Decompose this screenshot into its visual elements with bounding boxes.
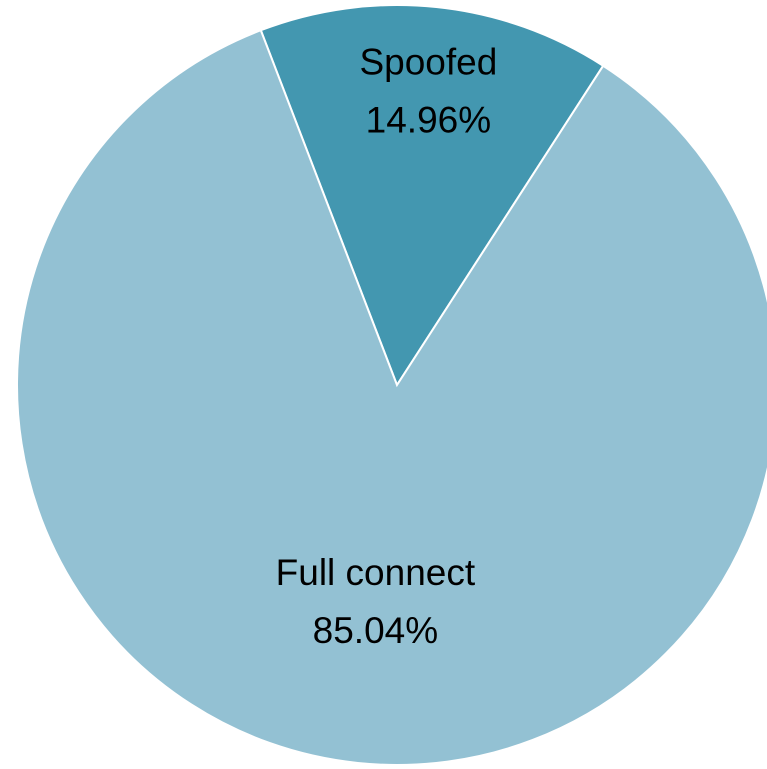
- pie-label-full-connect: Full connect 85.04%: [276, 552, 476, 651]
- pie-label-name: Full connect: [276, 552, 476, 593]
- pie-labels: Spoofed 14.96% Full connect 85.04%: [276, 42, 498, 651]
- pie-label-name: Spoofed: [359, 42, 497, 83]
- pie-slice-full-connect: [16, 28, 767, 766]
- pie-slices: [16, 4, 767, 766]
- pie-label-percent: 85.04%: [313, 610, 439, 651]
- pie-label-spoofed: Spoofed 14.96%: [359, 42, 497, 141]
- pie-slice-spoofed: [259, 4, 605, 388]
- pie-label-percent: 14.96%: [366, 100, 492, 141]
